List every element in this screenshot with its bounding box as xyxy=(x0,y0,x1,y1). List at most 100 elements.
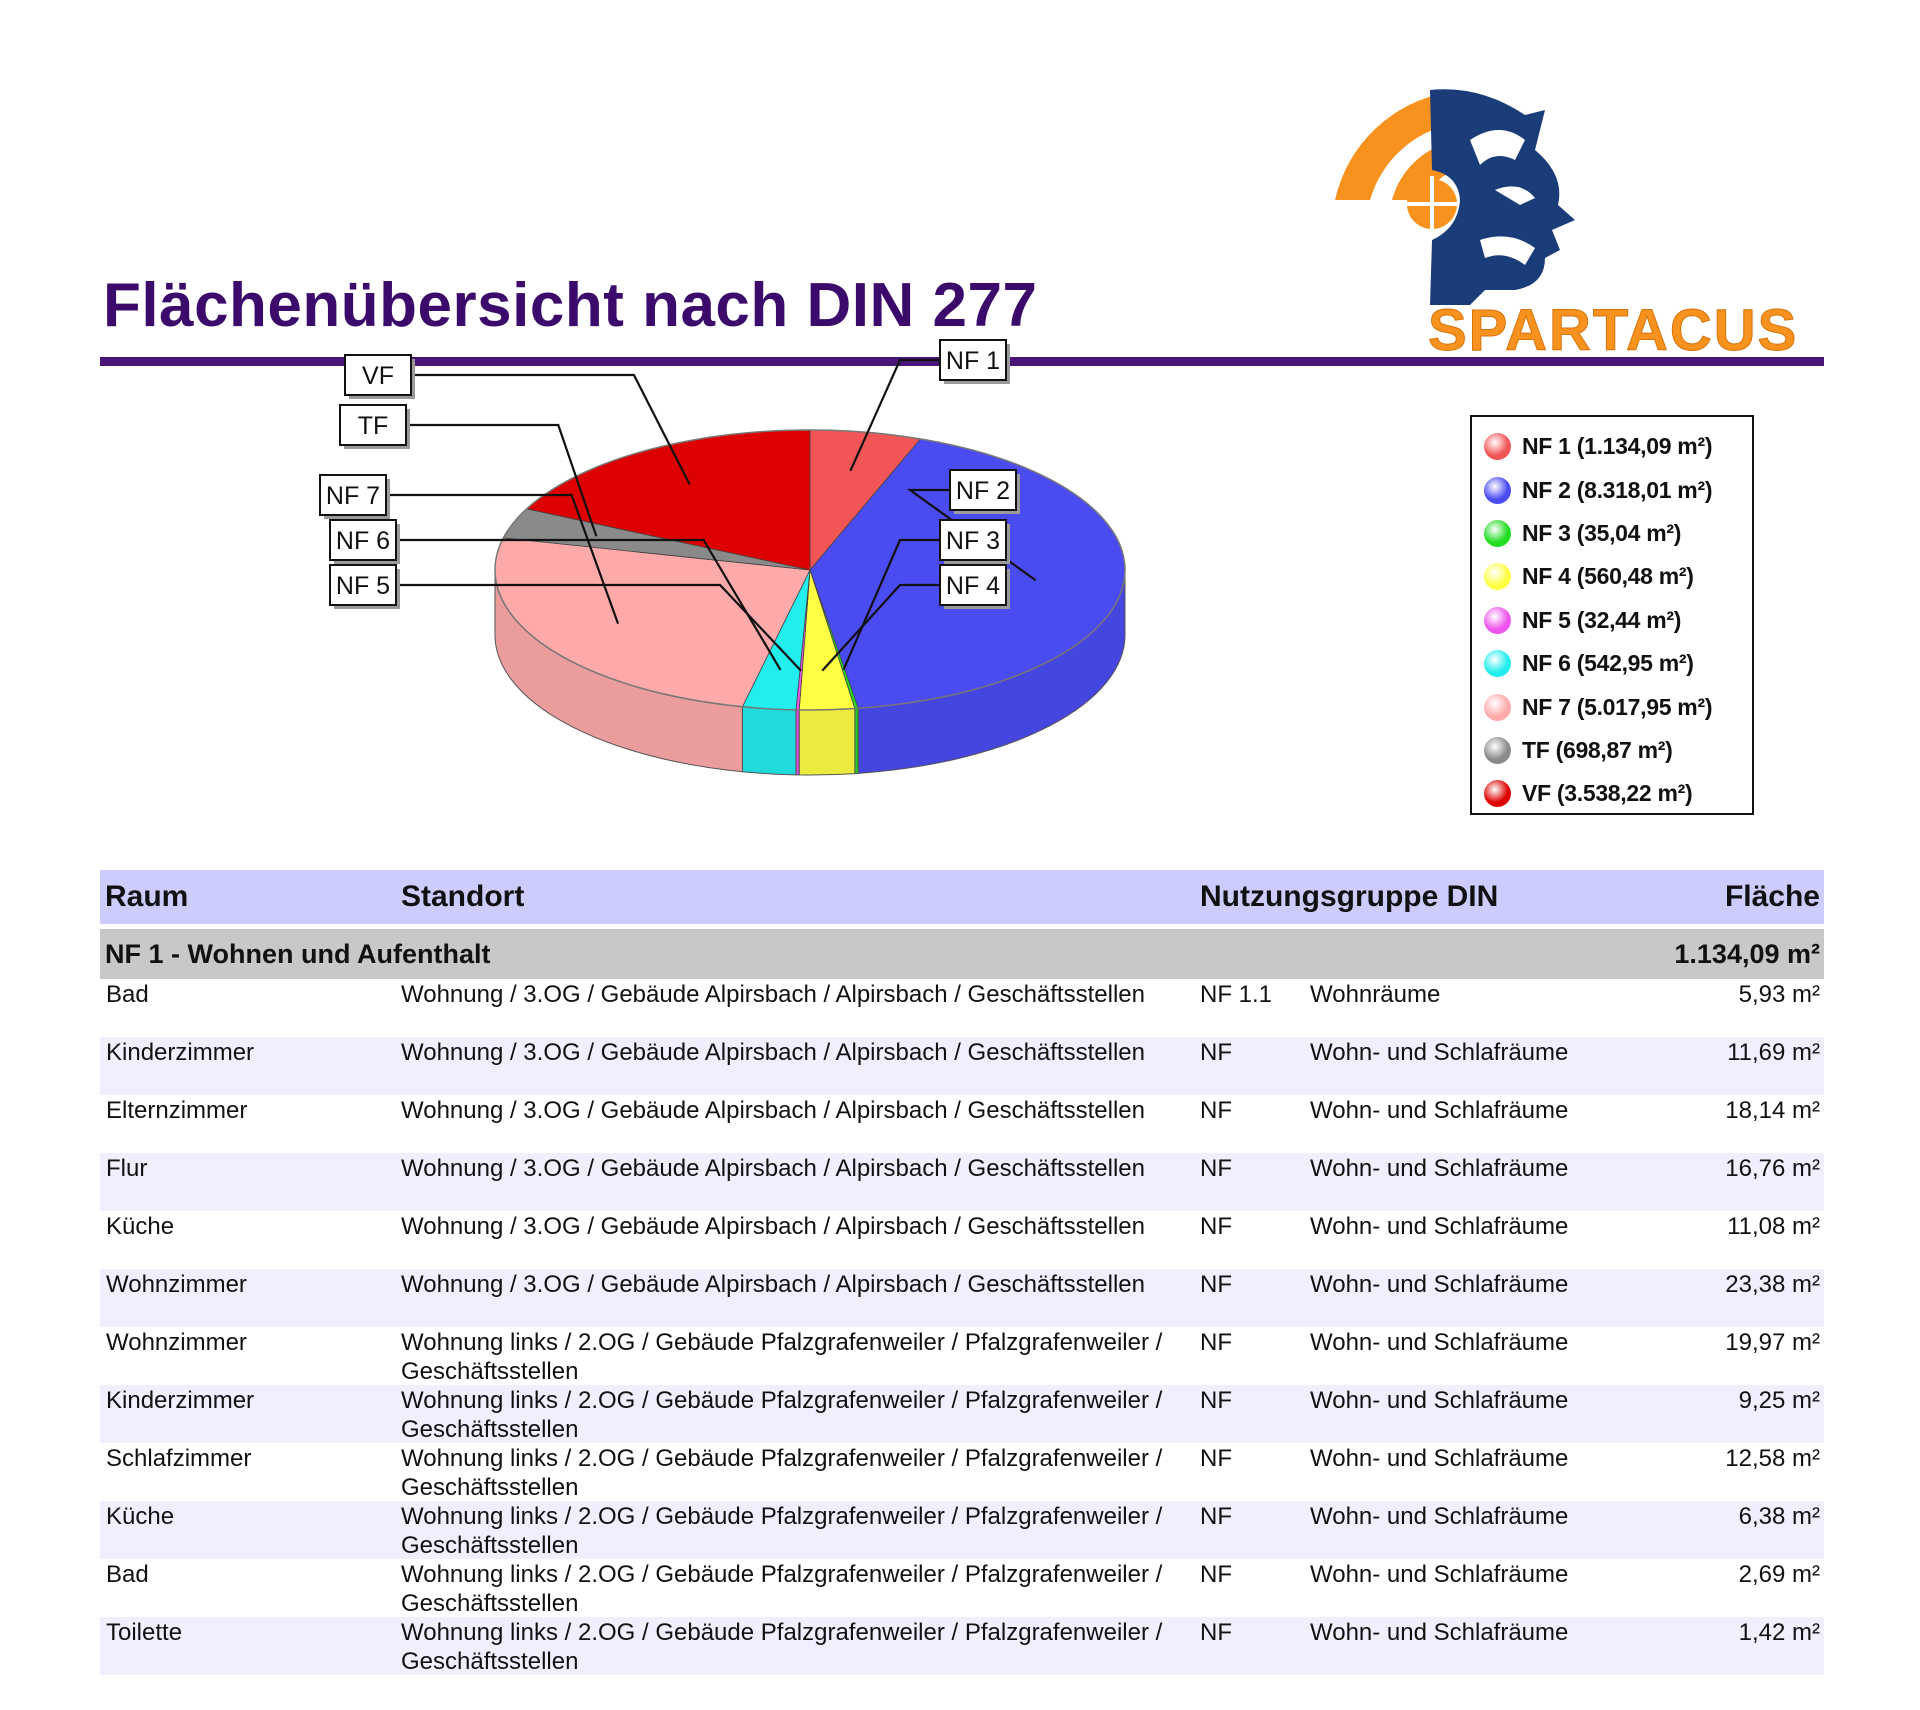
cell-area: 19,97 m² xyxy=(1725,1329,1820,1356)
header-raum: Raum xyxy=(105,880,189,913)
cell-raum: Wohnzimmer xyxy=(106,1329,247,1356)
cell-desc: Wohnräume xyxy=(1310,981,1441,1008)
pie-side-nf6 xyxy=(741,706,797,776)
cell-area: 16,76 m² xyxy=(1725,1155,1820,1182)
cell-raum: Elternzimmer xyxy=(106,1097,248,1124)
cell-code: NF xyxy=(1200,1097,1232,1124)
pie-side-nf3 xyxy=(854,707,859,775)
cell-code: NF xyxy=(1200,1445,1232,1472)
cell-raum: Küche xyxy=(106,1213,175,1240)
legend-label: NF 2 (8.318,01 m²) xyxy=(1522,476,1713,503)
callout-label: NF 6 xyxy=(336,527,390,555)
page-title: Flächenübersicht nach DIN 277 xyxy=(103,271,1038,340)
table-row: Küche Wohnung / 3.OG / Gebäude Alpirsbach… xyxy=(100,1211,1824,1269)
legend-label: NF 7 (5.017,95 m²) xyxy=(1522,693,1713,720)
cell-desc: Wohn- und Schlafräume xyxy=(1310,1387,1569,1414)
table-row: Bad Wohnung / 3.OG / Gebäude Alpirsbach /… xyxy=(100,979,1824,1037)
cell-desc: Wohn- und Schlafräume xyxy=(1310,1039,1569,1066)
cell-desc: Wohn- und Schlafräume xyxy=(1310,1097,1569,1124)
legend-label: NF 1 (1.134,09 m²) xyxy=(1522,433,1713,460)
cell-standort: Wohnung links / 2.OG / Gebäude Pfalzgraf… xyxy=(401,1503,1163,1559)
cell-raum: Flur xyxy=(106,1155,148,1182)
cell-standort: Wohnung / 3.OG / Gebäude Alpirsbach / Al… xyxy=(401,1097,1145,1124)
legend-swatch-icon xyxy=(1484,650,1511,678)
legend-label: VF (3.538,22 m²) xyxy=(1522,780,1693,807)
callout-label: NF 1 xyxy=(946,347,1000,375)
legend-label: NF 5 (32,44 m²) xyxy=(1522,606,1682,633)
cell-raum: Schlafzimmer xyxy=(106,1445,252,1472)
cell-code: NF xyxy=(1200,1039,1232,1066)
legend-label: NF 4 (560,48 m²) xyxy=(1522,563,1694,590)
cell-code: NF xyxy=(1200,1503,1232,1530)
cell-desc: Wohn- und Schlafräume xyxy=(1310,1561,1569,1588)
callout-nf7: NF 7 xyxy=(319,474,390,519)
table-row: Wohnzimmer Wohnung links / 2.OG / Gebäude… xyxy=(100,1327,1824,1385)
legend-item: VF (3.538,22 m²) xyxy=(1484,772,1752,815)
legend-label: NF 3 (35,04 m²) xyxy=(1522,519,1682,546)
spartacus-logo-icon xyxy=(1335,89,1575,306)
area-table: Raum Standort Nutzungsgruppe DIN Fläche … xyxy=(100,870,1824,1675)
table-row: Toilette Wohnung links / 2.OG / Gebäude P… xyxy=(100,1617,1824,1675)
callout-leader xyxy=(386,493,620,625)
cell-raum: Kinderzimmer xyxy=(106,1039,255,1066)
header-nutzungsgruppe: Nutzungsgruppe DIN xyxy=(1200,880,1499,913)
cell-area: 18,14 m² xyxy=(1725,1097,1820,1124)
callout-label: TF xyxy=(358,412,389,440)
cell-standort: Wohnung links / 2.OG / Gebäude Pfalzgraf… xyxy=(401,1387,1163,1443)
table-row: Kinderzimmer Wohnung / 3.OG / Gebäude Alp… xyxy=(100,1037,1824,1095)
group-row: NF 1 - Wohnen und Aufenthalt 1.134,09 m² xyxy=(100,929,1824,979)
table-body: Bad Wohnung / 3.OG / Gebäude Alpirsbach /… xyxy=(100,979,1824,1675)
legend-item: NF 5 (32,44 m²) xyxy=(1484,599,1752,642)
callout-label: NF 2 xyxy=(956,477,1010,505)
cell-desc: Wohn- und Schlafräume xyxy=(1310,1155,1569,1182)
cell-code: NF xyxy=(1200,1213,1232,1240)
chart-legend: NF 1 (1.134,09 m²) NF 2 (8.318,01 m²) NF 3… xyxy=(1470,415,1754,815)
group-total: 1.134,09 m² xyxy=(1674,938,1820,969)
legend-item: NF 7 (5.017,95 m²) xyxy=(1484,685,1752,728)
cell-desc: Wohn- und Schlafräume xyxy=(1310,1445,1569,1472)
cell-desc: Wohn- und Schlafräume xyxy=(1310,1329,1569,1356)
callout-leader xyxy=(411,373,691,486)
cell-code: NF xyxy=(1200,1271,1232,1298)
legend-swatch-icon xyxy=(1484,780,1511,808)
legend-item: NF 3 (35,04 m²) xyxy=(1484,512,1752,555)
legend-swatch-icon xyxy=(1484,433,1511,461)
callout-nf3: NF 3 xyxy=(939,519,1010,564)
cell-code: NF 1.1 xyxy=(1200,981,1273,1008)
header-standort: Standort xyxy=(401,880,525,913)
callout-leader xyxy=(396,583,802,672)
callout-label: VF xyxy=(362,362,394,390)
cell-raum: Bad xyxy=(106,1561,149,1588)
cell-area: 23,38 m² xyxy=(1725,1271,1820,1298)
cell-desc: Wohn- und Schlafräume xyxy=(1310,1503,1569,1530)
cell-code: NF xyxy=(1200,1561,1232,1588)
pie-slices xyxy=(494,429,1126,711)
cell-raum: Toilette xyxy=(106,1619,183,1646)
callout-label: NF 4 xyxy=(946,572,1000,600)
cell-area: 1,42 m² xyxy=(1738,1619,1820,1646)
logo-wordmark: SPARTACUS xyxy=(1427,298,1799,364)
callout-label: NF 5 xyxy=(336,572,390,600)
cell-raum: Kinderzimmer xyxy=(106,1387,255,1414)
callout-nf5: NF 5 xyxy=(329,564,400,609)
table-row: Wohnzimmer Wohnung / 3.OG / Gebäude Alpir… xyxy=(100,1269,1824,1327)
table-row: Kinderzimmer Wohnung links / 2.OG / Gebäu… xyxy=(100,1385,1824,1443)
callout-nf6: NF 6 xyxy=(329,519,400,564)
cell-area: 2,69 m² xyxy=(1738,1561,1820,1588)
legend-label: NF 6 (542,95 m²) xyxy=(1522,650,1694,677)
table-row: Schlafzimmer Wohnung links / 2.OG / Gebäu… xyxy=(100,1443,1824,1501)
cell-standort: Wohnung / 3.OG / Gebäude Alpirsbach / Al… xyxy=(401,981,1145,1008)
cell-standort: Wohnung links / 2.OG / Gebäude Pfalzgraf… xyxy=(401,1445,1163,1501)
callout-label: NF 7 xyxy=(326,482,380,510)
cell-code: NF xyxy=(1200,1619,1232,1646)
cell-area: 9,25 m² xyxy=(1738,1387,1820,1414)
callout-leader xyxy=(396,538,782,671)
callout-nf1: NF 1 xyxy=(939,339,1010,384)
callout-leader xyxy=(821,583,940,672)
pie-callouts: NF 1 NF 2 NF 3 NF 4 NF 5 NF 6 NF 7 TF VF xyxy=(319,339,1037,672)
table-row: Flur Wohnung / 3.OG / Gebäude Alpirsbach … xyxy=(100,1153,1824,1211)
callout-vf: VF xyxy=(344,354,415,399)
cell-raum: Küche xyxy=(106,1503,175,1530)
cell-desc: Wohn- und Schlafräume xyxy=(1310,1213,1569,1240)
legend-item: NF 2 (8.318,01 m²) xyxy=(1484,468,1752,511)
